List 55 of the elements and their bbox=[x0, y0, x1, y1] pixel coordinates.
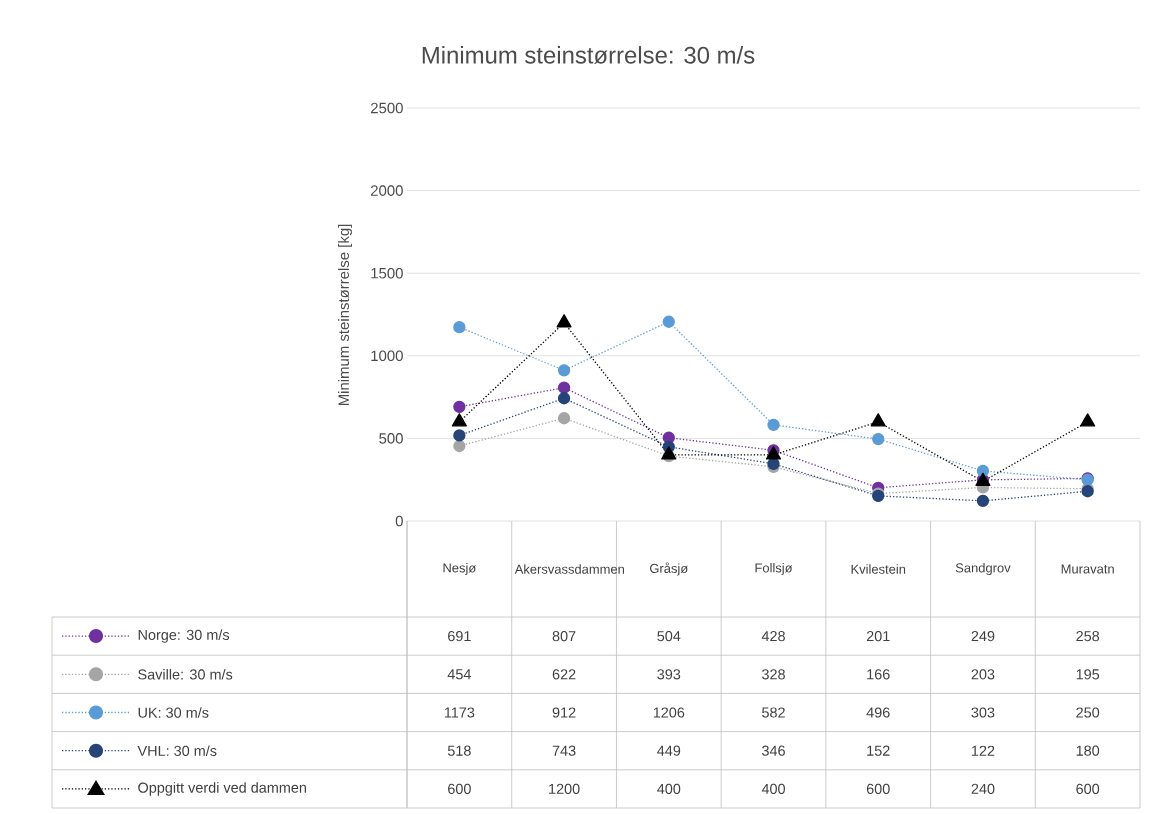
data-label: 152 bbox=[867, 745, 890, 756]
data-label: 582 bbox=[762, 707, 785, 718]
y-tick-label: 0 bbox=[395, 515, 403, 527]
legend-label: Oppgitt verdi ved dammen bbox=[138, 782, 306, 796]
data-label: 807 bbox=[552, 630, 576, 642]
data-label: 195 bbox=[1076, 669, 1100, 680]
data-label: 328 bbox=[762, 669, 785, 680]
data-label: 496 bbox=[866, 707, 890, 718]
data-label: 400 bbox=[761, 783, 785, 795]
data-label: 400 bbox=[657, 783, 681, 795]
data-label: 258 bbox=[1076, 630, 1100, 642]
data-label: 600 bbox=[866, 783, 890, 795]
y-tick-label: 2000 bbox=[370, 185, 403, 196]
data-label: 203 bbox=[971, 669, 995, 680]
legend-label: UK: 30 m/s bbox=[138, 707, 209, 718]
y-tick-label: 2500 bbox=[370, 102, 403, 114]
legend-label: Norge: 30 m/s bbox=[138, 629, 230, 643]
x-tick-label: Kvilestein bbox=[851, 564, 906, 574]
data-label: 393 bbox=[657, 669, 681, 680]
x-tick-label: Sandgrov bbox=[955, 562, 1011, 576]
data-label: 600 bbox=[448, 783, 471, 795]
y-tick-label: 500 bbox=[379, 433, 403, 444]
legend-label: VHL: 30 m/s bbox=[137, 745, 217, 756]
legend-label: Saville: 30 m/s bbox=[138, 668, 233, 680]
data-label: 504 bbox=[657, 630, 681, 642]
data-label: 166 bbox=[867, 669, 890, 680]
y-axis-title: Minimum steinstørrelse [kg] bbox=[338, 224, 352, 406]
y-tick-label: 1000 bbox=[371, 350, 403, 362]
data-label: 912 bbox=[552, 707, 576, 718]
data-label: 1200 bbox=[549, 783, 580, 795]
data-label: 743 bbox=[552, 745, 576, 756]
x-tick-label: Nesjø bbox=[443, 562, 476, 576]
data-label: 600 bbox=[1076, 783, 1100, 795]
data-label: 428 bbox=[761, 630, 785, 642]
data-label: 303 bbox=[971, 707, 995, 718]
data-label: 454 bbox=[447, 669, 471, 680]
data-label: 122 bbox=[971, 745, 995, 756]
data-label: 518 bbox=[447, 745, 471, 756]
x-tick-label: Gråsjø bbox=[650, 562, 688, 576]
x-tick-label: Muravatn bbox=[1061, 564, 1114, 574]
y-tick-label: 1500 bbox=[371, 267, 403, 279]
x-tick-label: Follsjø bbox=[755, 562, 793, 576]
data-label: 449 bbox=[657, 745, 681, 756]
data-label: 180 bbox=[1076, 745, 1100, 756]
data-label: 250 bbox=[1076, 707, 1100, 718]
data-label: 240 bbox=[971, 783, 995, 795]
x-tick-label: Akersvassdammen bbox=[514, 564, 624, 574]
data-label: 201 bbox=[866, 630, 890, 642]
data-label: 249 bbox=[971, 630, 995, 642]
data-label: 691 bbox=[448, 630, 471, 642]
data-label: 622 bbox=[552, 669, 576, 680]
data-label: 1206 bbox=[653, 707, 685, 718]
data-label: 346 bbox=[762, 745, 785, 756]
chart-title: Minimum steinstørrelse: 30 m/s bbox=[422, 46, 755, 64]
data-label: 1173 bbox=[444, 707, 475, 718]
